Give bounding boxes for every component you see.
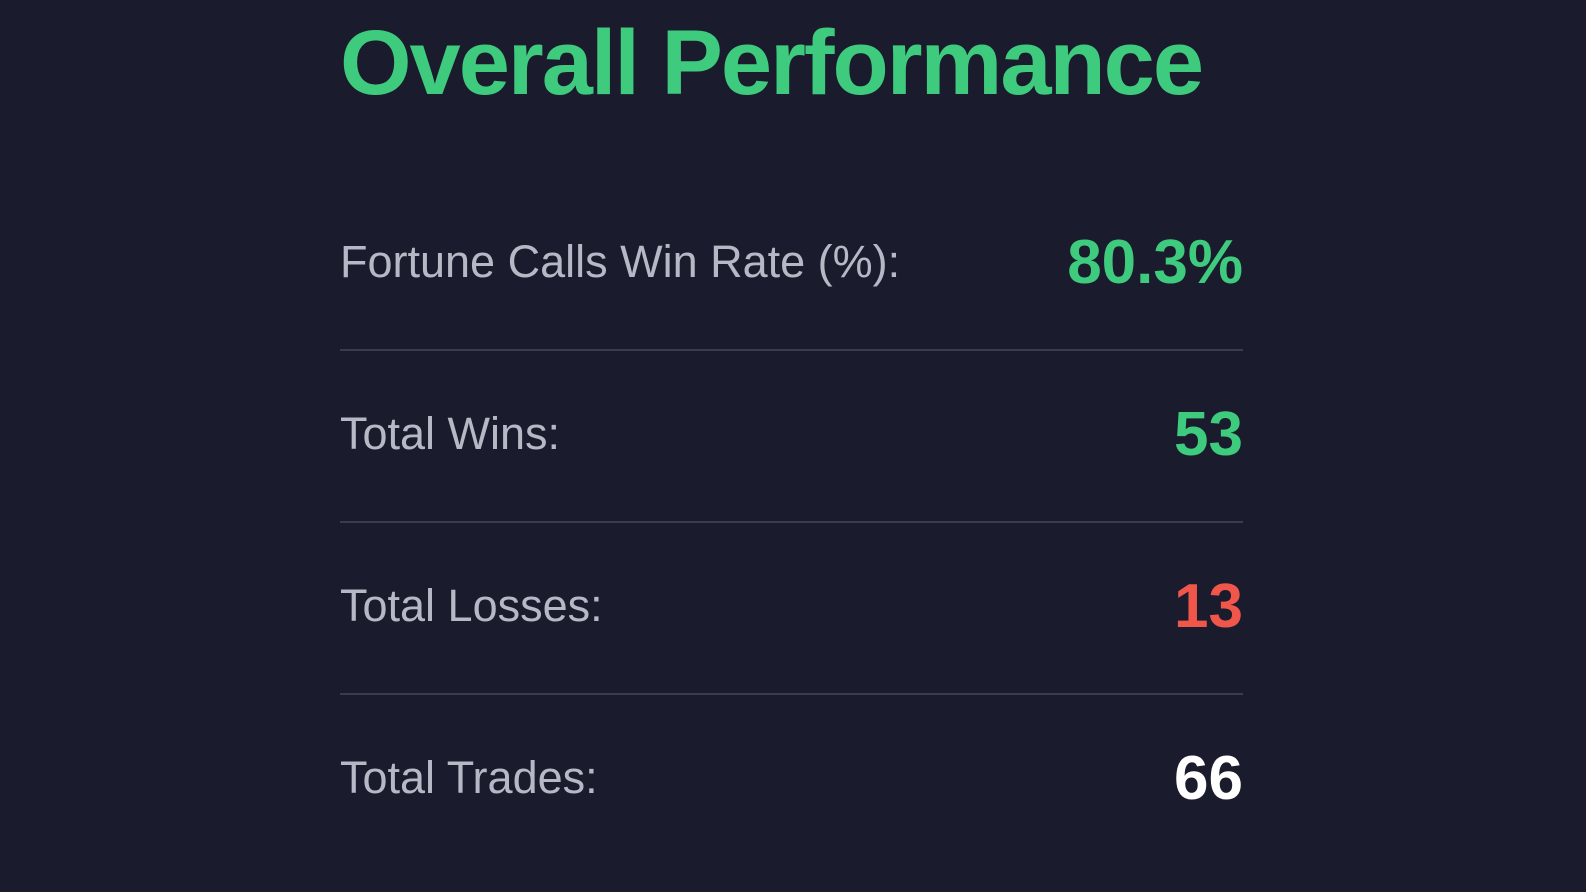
- stat-value: 53: [1174, 399, 1243, 469]
- stat-label: Total Wins:: [340, 408, 561, 459]
- stat-label: Total Trades:: [340, 752, 598, 803]
- stat-value: 66: [1174, 743, 1243, 813]
- stat-label: Total Losses:: [340, 580, 603, 631]
- stat-label: Fortune Calls Win Rate (%):: [340, 236, 901, 287]
- stat-value: 13: [1174, 571, 1243, 641]
- title: Overall Performance: [340, 12, 1204, 114]
- stat-row: Fortune Calls Win Rate (%): 80.3%: [340, 175, 1243, 351]
- stat-value: 80.3%: [1067, 227, 1243, 297]
- stat-row: Total Losses: 13: [340, 519, 1243, 695]
- stat-row: Total Wins: 53: [340, 347, 1243, 523]
- stat-row: Total Trades: 66: [340, 691, 1243, 865]
